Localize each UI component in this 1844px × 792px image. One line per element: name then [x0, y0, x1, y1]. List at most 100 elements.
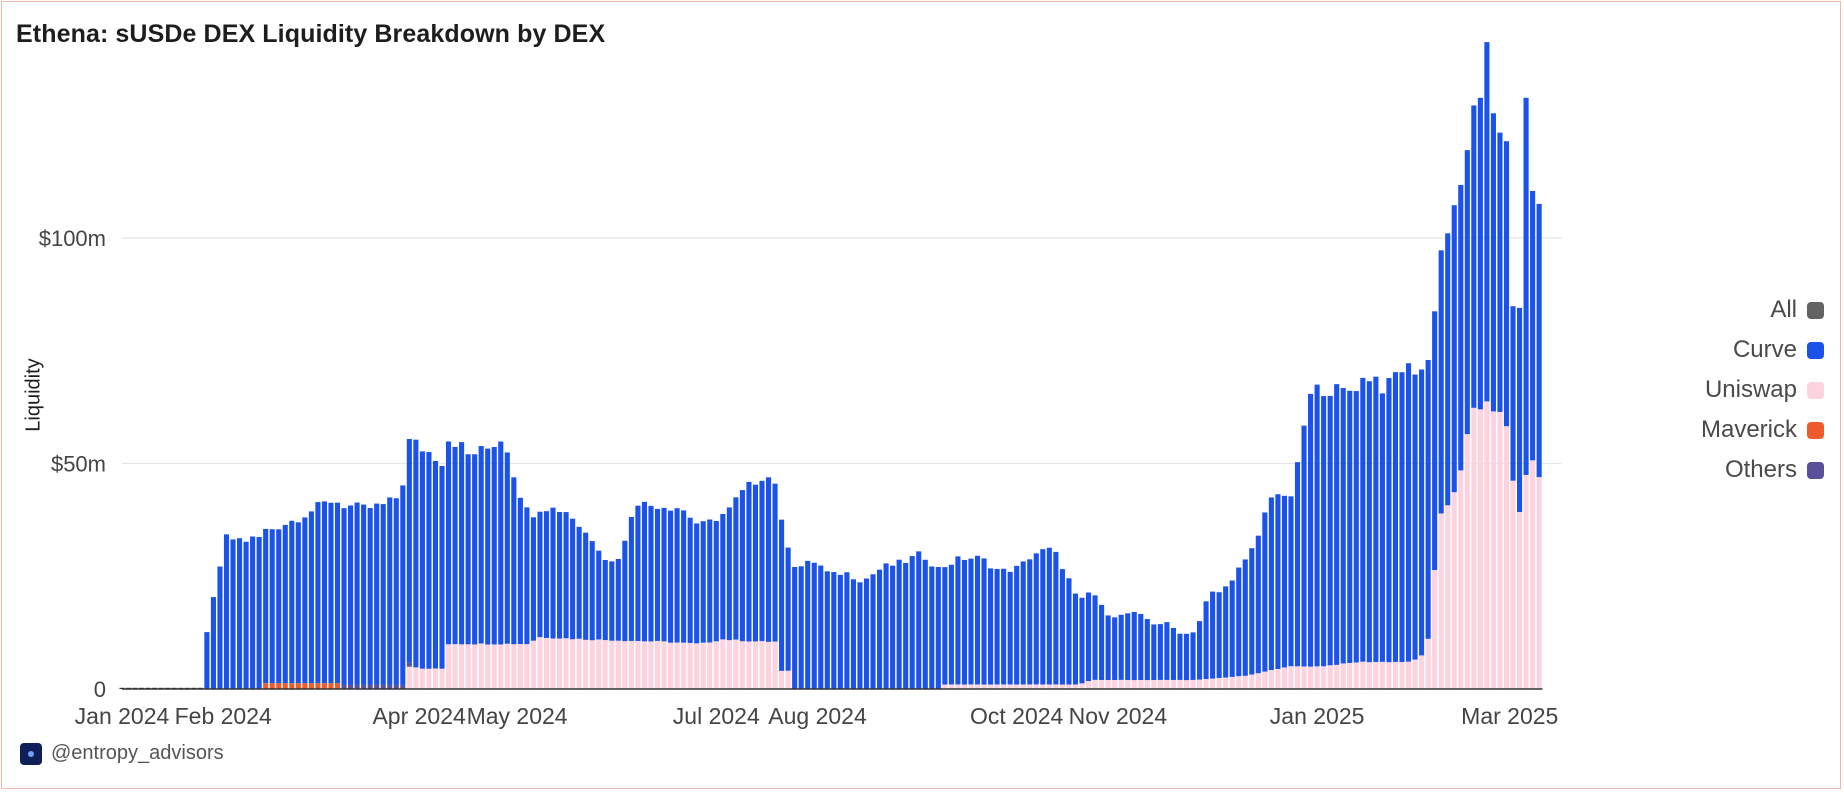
bar-segment-uniswap[interactable] — [1046, 684, 1052, 689]
bar-segment-curve[interactable] — [341, 508, 347, 685]
bar-segment-uniswap[interactable] — [1471, 407, 1477, 689]
bar-segment-curve[interactable] — [583, 532, 589, 640]
bar-segment-curve[interactable] — [765, 477, 772, 642]
bar-segment-uniswap[interactable] — [765, 641, 772, 689]
bar-segment-curve[interactable] — [321, 501, 327, 684]
bar-segment-uniswap[interactable] — [1347, 662, 1353, 689]
bar-segment-curve[interactable] — [1020, 561, 1026, 685]
bar-segment-maverick[interactable] — [334, 683, 341, 689]
bar-segment-uniswap[interactable] — [1399, 662, 1405, 689]
bar-segment-uniswap[interactable] — [563, 638, 569, 689]
bar-segment-uniswap[interactable] — [1033, 684, 1039, 689]
bar-segment-curve[interactable] — [348, 505, 354, 685]
bar-segment-curve[interactable] — [681, 510, 687, 643]
bar-segment-maverick[interactable] — [328, 683, 334, 689]
bar-segment-curve[interactable] — [1059, 569, 1065, 685]
bar-segment-curve[interactable] — [439, 466, 445, 669]
bar-segment-uniswap[interactable] — [1242, 675, 1248, 689]
bar-segment-uniswap[interactable] — [1510, 480, 1516, 689]
bar-segment-curve[interactable] — [1379, 393, 1385, 662]
bar-segment-curve[interactable] — [1053, 551, 1059, 685]
bar-segment-uniswap[interactable] — [1131, 680, 1137, 689]
bar-segment-curve[interactable] — [857, 582, 863, 689]
bar-segment-uniswap[interactable] — [1053, 684, 1059, 689]
legend-item-all[interactable]: All — [1701, 290, 1824, 330]
bar-segment-uniswap[interactable] — [1314, 666, 1320, 689]
bar-segment-uniswap[interactable] — [1236, 676, 1242, 689]
bar-segment-curve[interactable] — [1477, 97, 1483, 410]
bar-segment-curve[interactable] — [609, 561, 615, 641]
bar-segment-curve[interactable] — [818, 565, 824, 689]
bar-segment-curve[interactable] — [674, 508, 680, 643]
bar-segment-curve[interactable] — [308, 511, 314, 684]
bar-segment-curve[interactable] — [935, 567, 941, 689]
bar-segment-curve[interactable] — [419, 451, 425, 669]
bar-segment-uniswap[interactable] — [439, 668, 445, 689]
bar-segment-maverick[interactable] — [302, 683, 308, 689]
bar-segment-uniswap[interactable] — [1007, 684, 1013, 689]
bar-segment-curve[interactable] — [955, 556, 961, 685]
bar-segment-uniswap[interactable] — [1190, 679, 1196, 689]
bar-segment-curve[interactable] — [1066, 578, 1072, 685]
bar-segment-uniswap[interactable] — [1040, 684, 1046, 689]
bar-segment-uniswap[interactable] — [668, 642, 674, 689]
bar-segment-others[interactable] — [393, 684, 399, 689]
bar-segment-curve[interactable] — [1360, 377, 1366, 662]
bar-segment-uniswap[interactable] — [1001, 684, 1007, 689]
bar-segment-uniswap[interactable] — [1164, 679, 1170, 689]
bar-segment-uniswap[interactable] — [504, 643, 510, 689]
bar-segment-uniswap[interactable] — [602, 640, 608, 689]
bar-segment-uniswap[interactable] — [1301, 666, 1307, 689]
bar-segment-uniswap[interactable] — [615, 640, 621, 689]
bar-segment-curve[interactable] — [537, 511, 543, 638]
bar-segment-curve[interactable] — [772, 483, 778, 642]
bar-segment-uniswap[interactable] — [1523, 474, 1529, 689]
bar-segment-curve[interactable] — [890, 565, 896, 689]
bar-segment-curve[interactable] — [478, 446, 484, 644]
bar-segment-curve[interactable] — [726, 507, 732, 641]
bar-segment-maverick[interactable] — [295, 683, 301, 689]
bar-segment-curve[interactable] — [1464, 150, 1470, 435]
bar-segment-uniswap[interactable] — [1125, 679, 1131, 689]
bar-segment-curve[interactable] — [1197, 621, 1203, 680]
bar-segment-uniswap[interactable] — [530, 640, 536, 689]
bar-segment-others[interactable] — [374, 684, 380, 689]
bar-segment-uniswap[interactable] — [478, 643, 484, 689]
bar-segment-uniswap[interactable] — [1210, 678, 1216, 689]
bar-segment-curve[interactable] — [498, 441, 504, 645]
bar-segment-uniswap[interactable] — [1503, 426, 1510, 689]
bar-segment-uniswap[interactable] — [694, 643, 700, 689]
bar-segment-uniswap[interactable] — [583, 639, 589, 689]
bar-segment-curve[interactable] — [1275, 494, 1281, 670]
bar-segment-uniswap[interactable] — [779, 670, 785, 689]
bar-segment-curve[interactable] — [1399, 372, 1405, 663]
bar-segment-curve[interactable] — [400, 485, 406, 685]
bar-segment-curve[interactable] — [1517, 307, 1523, 513]
bar-segment-others[interactable] — [361, 684, 367, 689]
bar-segment-curve[interactable] — [1144, 619, 1150, 681]
bar-segment-curve[interactable] — [1203, 601, 1209, 680]
bar-segment-curve[interactable] — [1432, 311, 1438, 571]
bar-segment-curve[interactable] — [387, 497, 393, 685]
bar-segment-uniswap[interactable] — [1197, 679, 1203, 689]
bar-segment-uniswap[interactable] — [641, 641, 647, 689]
bar-segment-curve[interactable] — [1281, 495, 1287, 668]
bar-segment-curve[interactable] — [1105, 615, 1111, 681]
bar-segment-uniswap[interactable] — [1170, 679, 1176, 689]
bar-segment-uniswap[interactable] — [628, 640, 634, 689]
bar-segment-uniswap[interactable] — [609, 640, 615, 689]
bar-segment-curve[interactable] — [289, 520, 295, 684]
bar-segment-uniswap[interactable] — [720, 639, 726, 689]
bar-segment-uniswap[interactable] — [772, 641, 778, 689]
bar-segment-curve[interactable] — [759, 480, 765, 642]
bar-segment-curve[interactable] — [837, 574, 843, 689]
bar-segment-curve[interactable] — [981, 558, 987, 685]
bar-segment-uniswap[interactable] — [596, 639, 602, 689]
bar-segment-curve[interactable] — [831, 572, 837, 689]
bar-segment-uniswap[interactable] — [661, 641, 667, 689]
bar-segment-uniswap[interactable] — [589, 640, 595, 689]
bar-segment-uniswap[interactable] — [1203, 679, 1209, 689]
bar-segment-uniswap[interactable] — [1157, 679, 1163, 689]
bar-segment-uniswap[interactable] — [733, 639, 739, 689]
bar-segment-curve[interactable] — [922, 559, 928, 689]
